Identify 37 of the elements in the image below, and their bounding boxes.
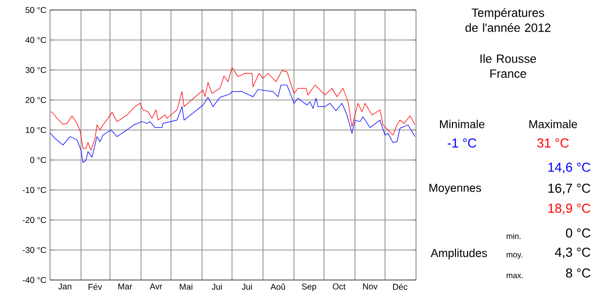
text: 8 °C	[566, 268, 590, 278]
x-tick-label: Déc	[393, 284, 408, 290]
text: 18,9 °C	[548, 204, 590, 214]
y-tick-label: 30 °C	[26, 67, 46, 73]
y-tick-label: -10 °C	[22, 187, 46, 193]
text: Températures de l'année 2012	[465, 8, 550, 32]
text: Minimale	[440, 120, 484, 128]
x-tick-label: Jui	[242, 284, 252, 290]
y-tick-label: -30 °C	[22, 247, 46, 253]
x-tick-label: Mai	[180, 284, 192, 290]
text: 0 °C	[566, 228, 590, 238]
y-tick-label: 40 °C	[25, 37, 46, 43]
text: Moyennes	[430, 184, 482, 194]
y-tick-label: 0 °C	[30, 157, 46, 163]
y-tick-label: -40 °C	[22, 277, 46, 283]
x-tick-label: Mar	[118, 284, 132, 290]
line-series	[50, 84, 416, 163]
text: Maximale	[529, 120, 577, 128]
text: Amplitudes	[430, 248, 487, 260]
x-tick-label: Sep	[302, 284, 316, 292]
text: 14,6 °C	[548, 162, 590, 174]
text: Ile Rousse France	[480, 54, 536, 78]
y-tick-label: -20 °C	[22, 217, 46, 223]
text: -1 °C	[448, 138, 476, 148]
text: 16,7 °C	[548, 184, 590, 194]
y-tick-label: 20 °C	[26, 97, 46, 103]
x-tick-label: Aoû	[270, 284, 286, 290]
y-tick-label: 50 °C	[26, 7, 46, 13]
x-tick-label: Nov	[363, 284, 378, 290]
x-tick-label: Jui	[212, 284, 222, 290]
text: 31 °C	[537, 138, 569, 148]
text: 4,3 °C	[554, 248, 590, 258]
x-tick-label: Jan	[58, 284, 72, 290]
x-tick-label: Fév	[88, 284, 102, 290]
y-tick-label: 10 °C	[26, 127, 46, 133]
x-tick-label: Oct	[332, 284, 346, 290]
x-tick-label: Avr	[150, 284, 162, 290]
